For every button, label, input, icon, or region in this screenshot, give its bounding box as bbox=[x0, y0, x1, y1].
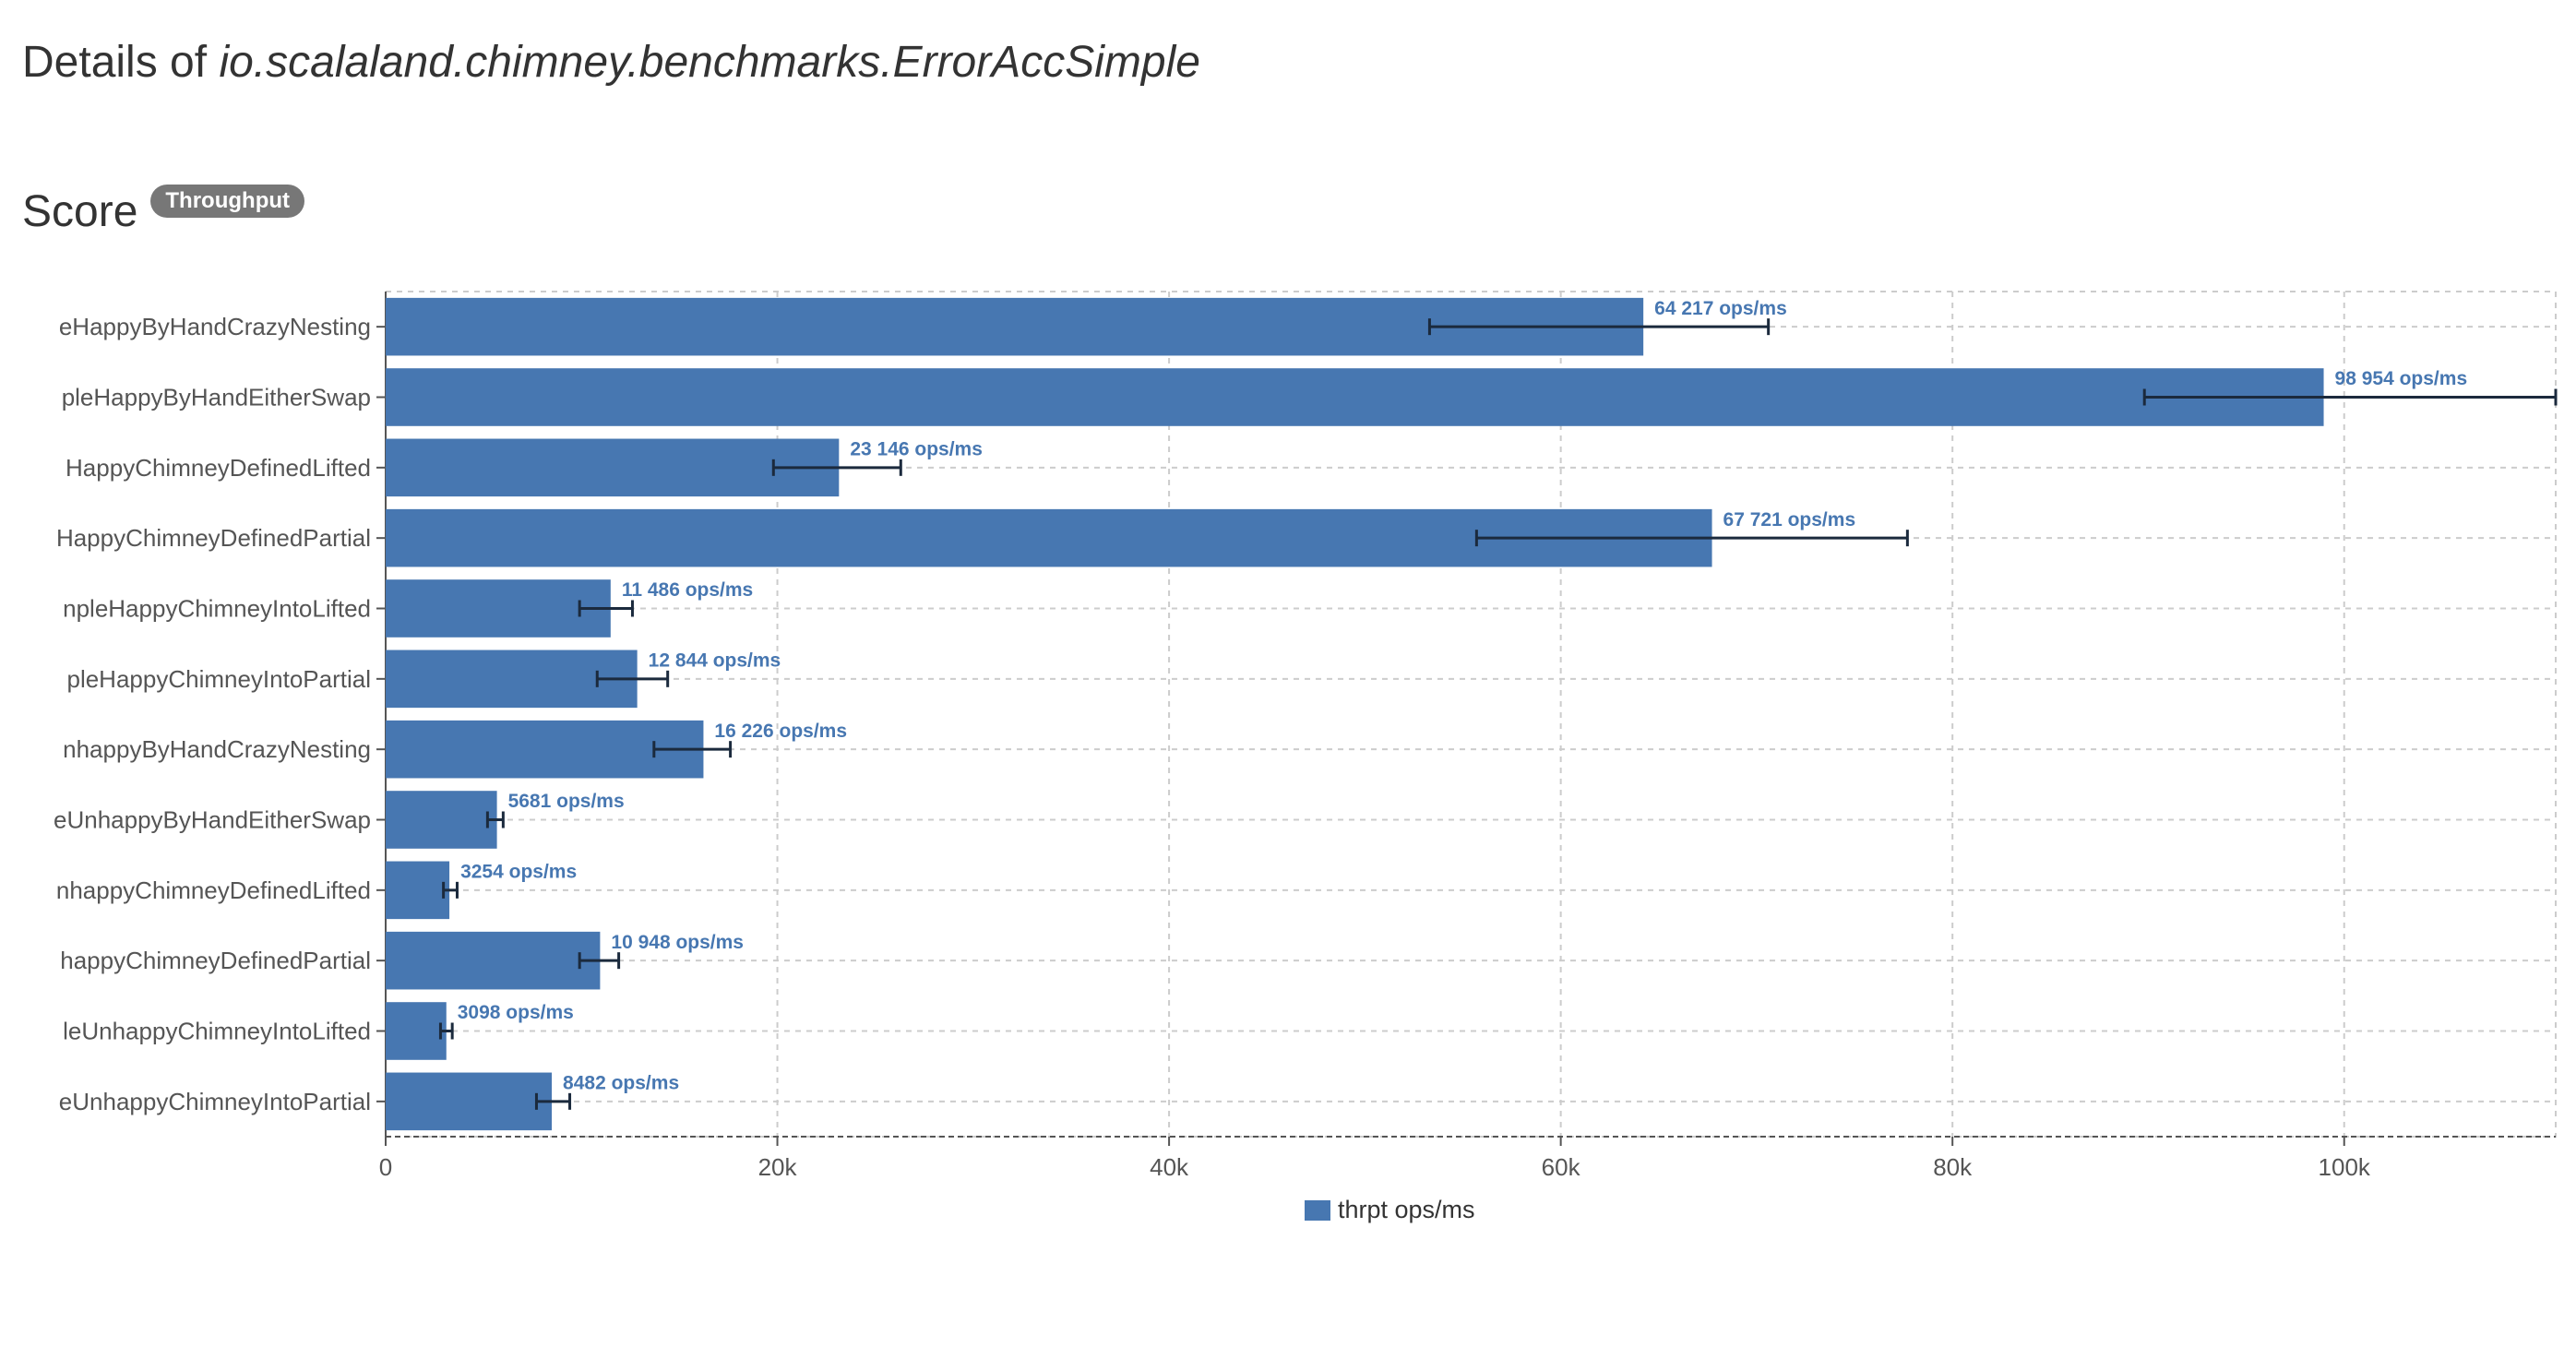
category-label: HappyChimneyDefinedLifted bbox=[66, 454, 371, 482]
bar-value-label: 8482 ops/ms bbox=[563, 1073, 679, 1094]
category-label: nhappyChimneyDefinedLifted bbox=[56, 876, 371, 904]
score-title: Score bbox=[22, 187, 138, 236]
bar bbox=[386, 720, 704, 779]
bar-value-label: 3254 ops/ms bbox=[460, 862, 577, 883]
category-label: eUnhappyChimneyIntoPartial bbox=[59, 1088, 371, 1115]
bar-value-label: 11 486 ops/ms bbox=[622, 579, 753, 601]
page-title: Details of io.scalaland.chimney.benchmar… bbox=[22, 37, 1200, 88]
bar-value-label: 23 146 ops/ms bbox=[850, 439, 983, 460]
bar-value-label: 12 844 ops/ms bbox=[649, 650, 781, 672]
category-label: pleHappyChimneyIntoPartial bbox=[66, 665, 371, 693]
bar-value-label: 64 217 ops/ms bbox=[1654, 298, 1787, 319]
category-label: npleHappyChimneyIntoLifted bbox=[63, 595, 371, 623]
category-label: eHappyByHandCrazyNesting bbox=[59, 313, 371, 340]
legend-label: thrpt ops/ms bbox=[1338, 1196, 1475, 1223]
bar bbox=[386, 861, 450, 920]
bar-value-label: 10 948 ops/ms bbox=[611, 932, 744, 953]
bar-value-label: 5681 ops/ms bbox=[508, 791, 625, 812]
category-label: nhappyByHandCrazyNesting bbox=[63, 735, 371, 763]
bar bbox=[386, 438, 840, 497]
bar bbox=[386, 579, 611, 638]
legend-swatch bbox=[1305, 1199, 1330, 1221]
category-label: happyChimneyDefinedPartial bbox=[60, 947, 371, 974]
throughput-badge: Throughput bbox=[150, 185, 305, 218]
x-tick-label: 60k bbox=[1542, 1153, 1581, 1181]
bar-value-label: 67 721 ops/ms bbox=[1723, 509, 1856, 530]
x-tick-label: 100k bbox=[2319, 1153, 2371, 1181]
chart-legend[interactable]: thrpt ops/ms bbox=[1305, 1196, 1475, 1224]
page-title-prefix: Details of bbox=[22, 38, 208, 87]
bar bbox=[386, 931, 601, 990]
bar bbox=[386, 1002, 447, 1060]
x-tick-label: 0 bbox=[379, 1153, 392, 1181]
x-tick-label: 80k bbox=[1933, 1153, 1973, 1181]
category-label: HappyChimneyDefinedPartial bbox=[56, 524, 371, 552]
x-tick-label: 20k bbox=[758, 1153, 798, 1181]
category-label: pleHappyByHandEitherSwap bbox=[62, 384, 371, 411]
bar bbox=[386, 1072, 553, 1131]
bar-value-label: 3098 ops/ms bbox=[458, 1002, 574, 1023]
score-section-header: Score Throughput bbox=[22, 181, 305, 237]
x-tick-label: 40k bbox=[1150, 1153, 1189, 1181]
category-label: eUnhappyByHandEitherSwap bbox=[54, 806, 371, 834]
benchmark-class-name: io.scalaland.chimney.benchmarks.ErrorAcc… bbox=[219, 38, 1200, 87]
bar-value-label: 16 226 ops/ms bbox=[714, 721, 847, 742]
category-label: leUnhappyChimneyIntoLifted bbox=[63, 1018, 371, 1045]
bar bbox=[386, 791, 497, 849]
bar-value-label: 98 954 ops/ms bbox=[2335, 368, 2468, 389]
bar bbox=[386, 368, 2324, 426]
bar bbox=[386, 650, 638, 709]
